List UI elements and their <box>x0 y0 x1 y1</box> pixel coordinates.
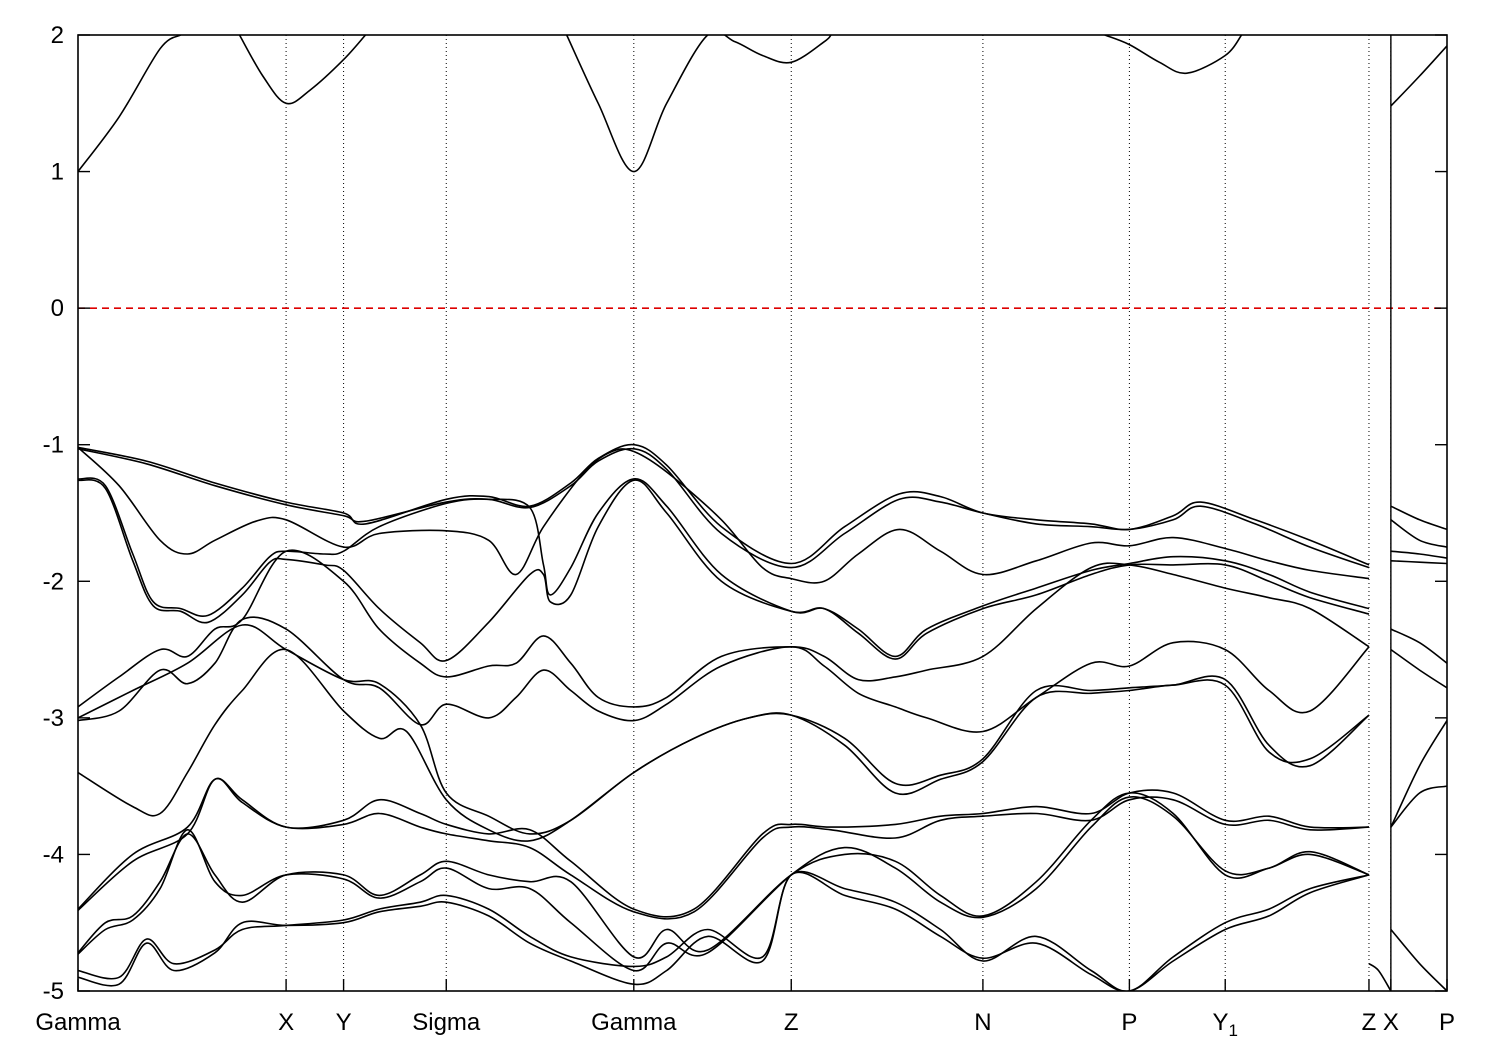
band-line-25 <box>1390 648 1447 689</box>
band-line-3 <box>1104 35 1243 75</box>
band-line-21 <box>1390 519 1447 548</box>
xtick-label: Gamma <box>591 1009 677 1036</box>
band-line-7 <box>78 446 1370 584</box>
band-line-13 <box>78 648 1370 842</box>
band-line-8 <box>78 477 1370 658</box>
band-line-5 <box>78 443 1370 566</box>
ytick-label: -4 <box>43 841 64 868</box>
band-line-2 <box>565 35 832 173</box>
band-line-24 <box>1390 628 1447 664</box>
plot-frame <box>77 34 1448 992</box>
band-line-6 <box>78 447 1370 569</box>
band-lines <box>78 35 1447 991</box>
band-line-23 <box>1390 560 1447 565</box>
xtick-label: Gamma <box>35 1009 121 1036</box>
band-line-11 <box>78 616 1370 733</box>
axes <box>77 34 1448 992</box>
plot-area <box>78 35 1447 991</box>
ytick-label: 1 <box>51 159 64 186</box>
xtick-label: Sigma <box>412 1009 481 1036</box>
band-line-26 <box>1390 720 1447 828</box>
band-line-22 <box>1390 550 1447 559</box>
xtick-label: Z <box>1362 1009 1377 1036</box>
ytick-label: 0 <box>51 295 64 322</box>
band-line-4 <box>1390 45 1447 107</box>
band-line-19 <box>78 871 1370 991</box>
xtick-label: Z <box>784 1009 799 1036</box>
band-line-10 <box>78 549 1370 708</box>
plot-background <box>78 35 1447 991</box>
xtick-label: P <box>1439 1009 1455 1036</box>
band-line-0 <box>78 35 182 173</box>
ytick-label: -5 <box>43 978 64 1005</box>
band-line-9 <box>78 479 1370 662</box>
x-axis-ticks: GammaXYSigmaGammaZSigma1NPY1ZXP <box>35 979 1455 1040</box>
xtick-label: N <box>974 1009 991 1036</box>
xtick-label: P <box>1121 1009 1137 1036</box>
xtick-label: X <box>1383 1009 1399 1036</box>
band-line-1 <box>238 35 367 105</box>
xtick-label: X <box>278 1009 294 1036</box>
xtick-label: Y1 <box>1212 1009 1237 1040</box>
band-line-27 <box>1390 785 1447 828</box>
ytick-label: -3 <box>43 705 64 732</box>
band-line-18 <box>78 870 1370 991</box>
band-line-29 <box>1368 963 1392 991</box>
band-line-20 <box>1390 505 1447 531</box>
band-line-17 <box>78 796 1370 972</box>
band-line-28 <box>1390 928 1447 991</box>
ytick-label: -2 <box>43 568 64 595</box>
xtick-label: Y <box>336 1009 352 1036</box>
y-axis-ticks: -5 -4 -3 -2 -1 0 1 2 <box>43 22 1447 1005</box>
band-line-15 <box>78 777 1370 920</box>
ytick-label: 2 <box>51 22 64 49</box>
ytick-label: -1 <box>43 432 64 459</box>
band-line-16 <box>78 792 1370 959</box>
